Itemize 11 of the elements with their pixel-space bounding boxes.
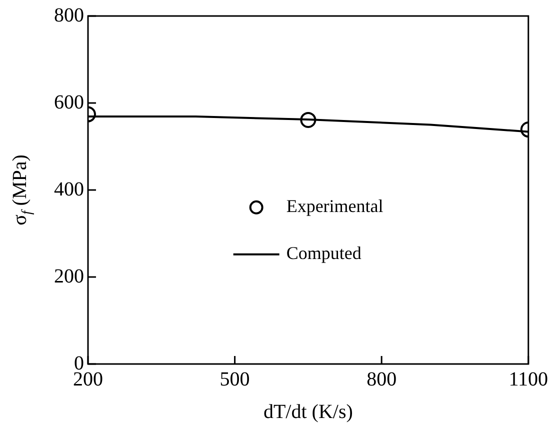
x-tick-label: 800 bbox=[366, 368, 397, 390]
y-tick-label: 600 bbox=[54, 91, 84, 114]
y-tick-label: 400 bbox=[54, 178, 84, 200]
y-tick-label: 800 bbox=[54, 4, 84, 26]
x-tick-label: 1100 bbox=[508, 368, 548, 390]
legend-label: Experimental bbox=[286, 196, 384, 216]
y-axis-title: σf (MPa) bbox=[9, 154, 35, 226]
y-tick-label: 200 bbox=[54, 265, 84, 288]
legend-label: Computed bbox=[286, 243, 362, 264]
x-tick-label: 500 bbox=[220, 368, 250, 390]
x-axis-title: dT/dt (K/s) bbox=[263, 401, 353, 423]
